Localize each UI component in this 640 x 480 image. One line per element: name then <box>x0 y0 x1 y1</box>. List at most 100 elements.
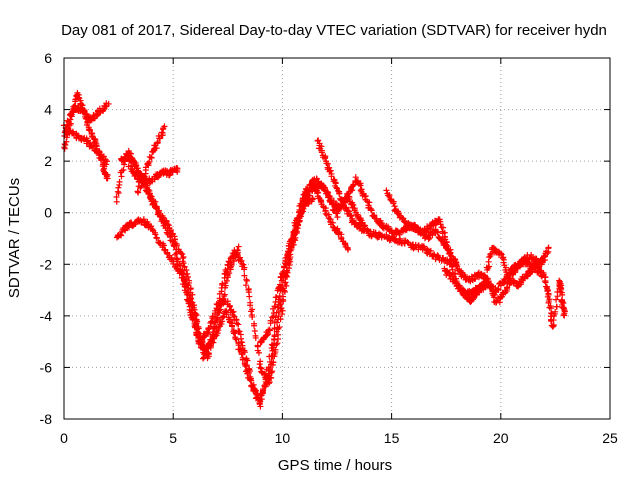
data-point <box>351 206 358 213</box>
data-point <box>105 100 112 107</box>
data-point <box>545 299 552 306</box>
data-point <box>537 267 544 274</box>
y-tick-label: 2 <box>44 153 52 169</box>
data-point <box>361 193 368 200</box>
x-tick-label: 20 <box>493 430 509 446</box>
data-point <box>104 158 111 165</box>
data-point <box>251 322 258 329</box>
data-point <box>120 166 127 173</box>
data-point <box>146 187 153 194</box>
data-point <box>138 183 145 190</box>
data-point <box>104 175 111 182</box>
data-point <box>271 303 278 310</box>
data-point <box>179 251 186 258</box>
data-point <box>238 351 245 358</box>
data-point <box>561 312 568 319</box>
data-point <box>277 316 284 323</box>
y-tick-label: -6 <box>40 359 53 375</box>
data-point <box>271 333 278 340</box>
data-point <box>234 251 241 258</box>
data-point <box>266 379 273 386</box>
data-point <box>168 254 175 261</box>
data-point <box>215 327 222 334</box>
data-point <box>243 277 250 284</box>
data-point <box>191 302 198 309</box>
data-point <box>276 324 283 331</box>
data-point <box>101 165 108 172</box>
data-point <box>544 250 551 257</box>
data-point <box>248 308 255 315</box>
data-point <box>452 270 459 277</box>
data-point <box>148 154 155 161</box>
y-tick-label: 0 <box>44 205 52 221</box>
y-tick-label: 4 <box>44 102 52 118</box>
data-point <box>255 349 262 356</box>
data-point <box>542 277 549 284</box>
data-point <box>523 273 530 280</box>
data-point <box>486 254 493 261</box>
data-point <box>475 289 482 296</box>
data-point <box>211 325 218 332</box>
data-point <box>297 210 304 217</box>
data-point <box>274 319 281 326</box>
data-point <box>500 259 507 266</box>
data-point <box>226 302 233 309</box>
data-point <box>74 132 81 139</box>
data-point <box>173 255 180 262</box>
data-point <box>279 307 286 314</box>
data-point <box>275 308 282 315</box>
data-point <box>118 173 125 180</box>
y-axis-label: SDTVAR / TECUs <box>6 178 23 298</box>
data-point <box>270 359 277 366</box>
data-point <box>116 178 123 185</box>
data-point <box>153 234 160 241</box>
data-point <box>357 187 364 194</box>
data-point <box>204 329 211 336</box>
data-point <box>427 247 434 254</box>
data-point <box>278 305 285 312</box>
data-point <box>160 126 167 133</box>
data-point <box>153 204 160 211</box>
data-point <box>239 356 246 363</box>
data-point <box>357 223 364 230</box>
data-point <box>277 281 284 288</box>
data-point <box>268 375 275 382</box>
data-point <box>214 307 221 314</box>
data-point <box>272 346 279 353</box>
data-point <box>145 191 152 198</box>
data-point <box>266 326 273 333</box>
data-point <box>237 346 244 353</box>
data-point <box>121 161 128 168</box>
data-point <box>87 139 94 146</box>
data-point <box>336 190 343 197</box>
y-tick-label: -2 <box>40 256 53 272</box>
data-point <box>281 263 288 270</box>
data-point <box>335 230 342 237</box>
data-point <box>231 330 238 337</box>
data-point <box>122 226 129 233</box>
grid <box>64 58 610 419</box>
data-point <box>226 258 233 265</box>
data-point <box>233 336 240 343</box>
data-point <box>166 172 173 179</box>
data-point <box>328 173 335 180</box>
data-point <box>64 117 71 124</box>
data-point <box>495 285 502 292</box>
data-point <box>278 273 285 280</box>
data-point <box>180 253 187 260</box>
data-point <box>485 258 492 265</box>
data-point <box>443 239 450 246</box>
data-point <box>252 334 259 341</box>
data-point <box>207 343 214 350</box>
data-point <box>446 251 453 258</box>
data-point <box>243 276 250 283</box>
data-point <box>270 310 277 317</box>
series-track-15 <box>466 256 543 305</box>
data-point <box>229 323 236 330</box>
data-point <box>449 266 456 273</box>
data-point <box>338 235 345 242</box>
data-point <box>90 142 97 149</box>
data-point <box>223 277 230 284</box>
x-tick-label: 25 <box>602 430 618 446</box>
data-point <box>257 403 264 410</box>
